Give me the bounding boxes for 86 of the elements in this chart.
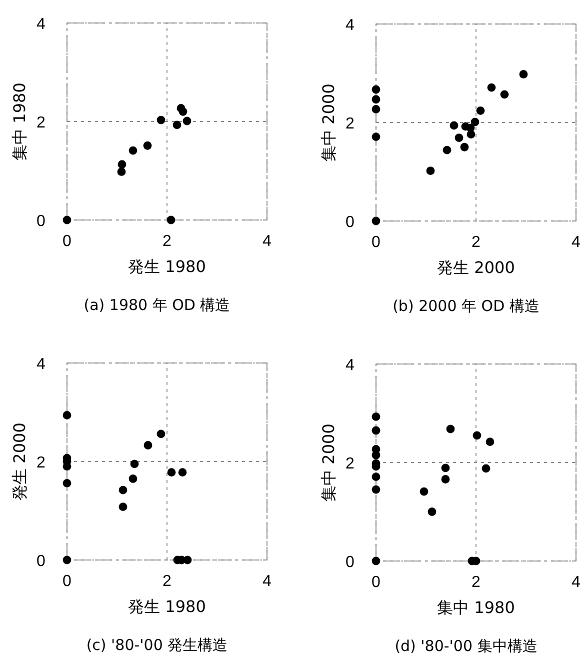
y-tick-label: 4 <box>36 16 46 33</box>
point <box>62 478 72 488</box>
point <box>441 464 450 472</box>
x-tick-label: 2 <box>162 573 172 590</box>
point <box>446 424 455 434</box>
point <box>482 464 490 473</box>
y-tick-label: 0 <box>36 213 46 230</box>
x-tick-label: 4 <box>262 573 272 590</box>
text: (b) 2000 年 OD 構造 <box>392 297 540 315</box>
point <box>372 95 380 104</box>
x-tick-label: 2 <box>472 234 481 251</box>
x-tick-label: 0 <box>372 234 381 251</box>
point <box>178 468 187 477</box>
point <box>372 426 380 435</box>
point <box>118 160 126 169</box>
point <box>372 132 380 141</box>
point <box>128 146 138 155</box>
point <box>144 441 152 450</box>
x-axis-title: 集中 1980 <box>437 598 515 617</box>
point <box>156 430 166 438</box>
point <box>426 166 435 175</box>
y-axis-title: 集中 2000 <box>319 424 338 502</box>
point <box>118 486 128 494</box>
point <box>487 83 496 92</box>
x-axis-title: 発生 1980 <box>128 257 206 276</box>
point <box>167 468 176 477</box>
point <box>156 116 166 124</box>
point <box>472 431 482 440</box>
y-tick-label: 2 <box>346 456 355 472</box>
point <box>450 121 458 130</box>
point <box>420 487 428 496</box>
x-tick-label: 0 <box>62 233 72 250</box>
point <box>372 105 380 114</box>
point <box>172 120 182 130</box>
y-tick-label: 0 <box>36 553 46 570</box>
y-tick-label: 4 <box>346 357 355 374</box>
text: (c) '80-'00 発生構造 <box>86 636 228 654</box>
y-tick-label: 2 <box>36 454 46 472</box>
y-axis-title: 発生 2000 <box>10 422 29 500</box>
point <box>128 474 138 483</box>
y-axis-title: 集中 1980 <box>10 82 29 160</box>
point <box>182 116 192 126</box>
y-tick-label: 4 <box>346 17 355 34</box>
point <box>460 142 469 152</box>
point <box>118 502 128 512</box>
point <box>476 106 485 115</box>
point <box>130 460 139 468</box>
x-tick-label: 2 <box>162 233 172 250</box>
point <box>178 107 188 116</box>
point <box>143 141 152 150</box>
y-axis-title: 集中 2000 <box>319 84 338 162</box>
text: (d) '80-'00 集中構造 <box>394 637 538 655</box>
point <box>372 556 380 566</box>
point <box>454 134 464 142</box>
point <box>470 118 480 126</box>
point <box>62 556 72 564</box>
y-tick-label: 2 <box>346 116 355 132</box>
point <box>62 216 72 224</box>
point <box>372 85 380 94</box>
x-tick-label: 4 <box>572 234 581 251</box>
x-tick-label: 4 <box>262 233 272 250</box>
point <box>117 168 126 176</box>
x-axis-title: 発生 2000 <box>437 258 515 277</box>
x-tick-label: 2 <box>472 574 481 591</box>
point <box>466 130 476 139</box>
y-tick-label: 0 <box>346 554 355 571</box>
y-tick-label: 2 <box>36 114 46 132</box>
point <box>372 412 380 421</box>
point <box>62 411 72 420</box>
x-tick-label: 0 <box>372 574 381 591</box>
point <box>519 70 528 78</box>
text: (a) 1980 年 OD 構造 <box>84 296 230 314</box>
point <box>486 438 494 446</box>
point <box>372 472 380 481</box>
x-axis-title: 発生 1980 <box>128 597 206 616</box>
point <box>441 475 450 484</box>
point <box>166 216 176 224</box>
point <box>500 90 509 99</box>
y-tick-label: 4 <box>36 356 46 373</box>
point <box>372 485 380 494</box>
x-tick-label: 0 <box>62 573 72 590</box>
x-tick-label: 4 <box>572 574 581 591</box>
point <box>372 216 380 226</box>
point <box>442 146 452 154</box>
y-tick-label: 0 <box>346 214 355 231</box>
point <box>428 508 436 516</box>
